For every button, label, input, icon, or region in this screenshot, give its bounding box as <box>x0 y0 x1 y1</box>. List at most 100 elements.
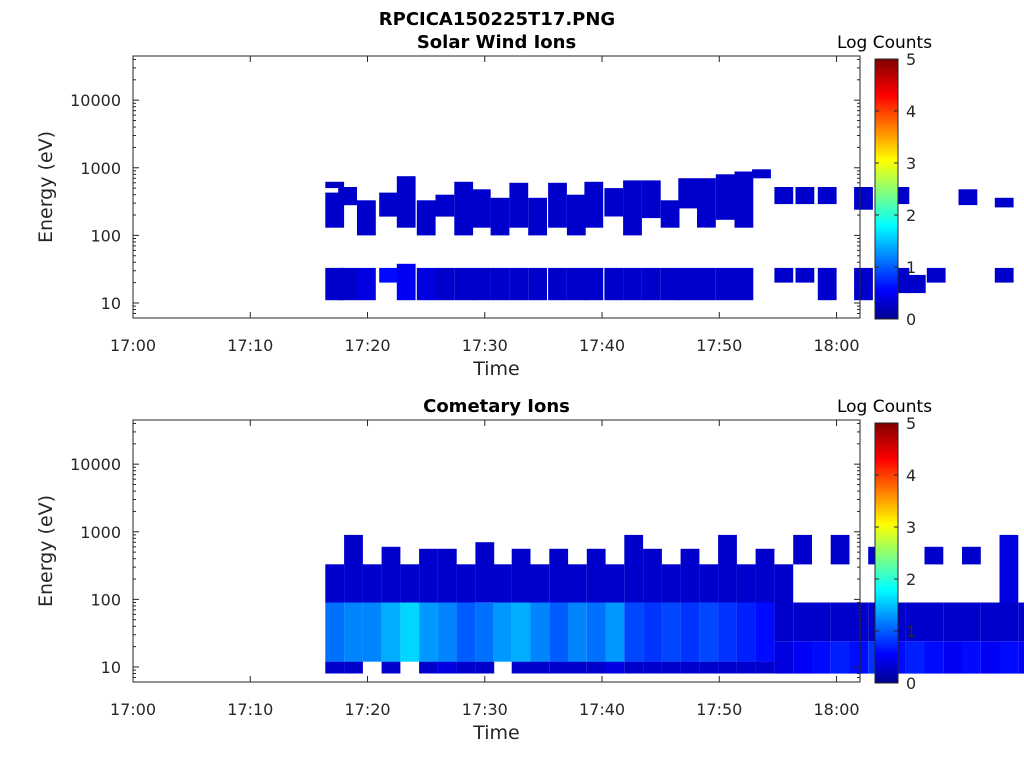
heatmap-cell <box>817 187 837 205</box>
heatmap-cell <box>511 661 531 674</box>
heatmap-cell <box>623 180 642 236</box>
heatmap-cell <box>755 602 775 662</box>
heatmap-cell <box>490 267 510 301</box>
heatmap-cell <box>811 602 831 642</box>
heatmap-cell <box>344 602 363 662</box>
heatmap-cell <box>471 267 491 301</box>
heatmap-cell <box>511 602 531 662</box>
heatmap-cell <box>999 641 1019 674</box>
heatmap-cell <box>549 548 569 603</box>
heatmap-cell <box>811 641 831 674</box>
heatmap-cell <box>943 641 963 674</box>
y-tick-label: 10000 <box>70 455 121 474</box>
heatmap-cell <box>854 267 873 301</box>
y-tick-label: 10000 <box>70 91 121 110</box>
y-tick-label: 1000 <box>80 523 121 542</box>
heatmap-cell <box>678 178 698 209</box>
heatmap-cell <box>699 602 719 662</box>
y-tick-label: 10 <box>101 658 121 677</box>
heatmap-cell <box>643 661 662 674</box>
heatmap-cell <box>604 267 624 301</box>
x-axis: 17:00 17:10 17:20 17:30 17:40 17:50 18:00 <box>110 420 860 719</box>
colorbar-label: Log Counts <box>837 397 932 417</box>
heatmap-cell <box>325 602 345 662</box>
x-axis-label: Time <box>472 358 520 380</box>
heatmap-cell <box>624 661 644 674</box>
heatmap-cell <box>643 548 662 603</box>
heatmap-cell <box>660 200 680 228</box>
colorbar-tick-label: 5 <box>906 414 916 433</box>
colorbar-tick-label: 5 <box>906 50 916 69</box>
heatmap-cell <box>962 546 981 565</box>
x-axis: 17:00 17:10 17:20 17:30 17:40 17:50 18:00 <box>110 56 860 355</box>
colorbar: Log Counts 0 1 2 3 4 5 <box>837 33 932 329</box>
heatmap-cell <box>718 602 737 662</box>
heatmap-cell <box>379 192 398 217</box>
heatmap-cell <box>641 180 661 219</box>
x-axis-label: Time <box>472 722 520 744</box>
heatmap-cell <box>736 602 756 662</box>
heatmap-cell <box>793 602 812 642</box>
heatmap-cell <box>456 602 476 662</box>
x-tick-label: 18:00 <box>813 336 859 355</box>
heatmap-cell <box>999 602 1019 642</box>
y-axis-label: Energy (eV) <box>35 131 57 243</box>
heatmap-cell <box>755 661 775 674</box>
heatmap-cell <box>586 548 606 603</box>
colorbar-tick-label: 4 <box>906 466 916 485</box>
heatmap-cell <box>793 534 812 565</box>
heatmap-cell <box>379 267 398 283</box>
heatmap-cell <box>962 641 981 674</box>
colorbar-gradient <box>874 58 899 320</box>
y-axis: 10 100 1000 10000 <box>70 422 860 683</box>
heatmap-cell <box>774 641 794 674</box>
heatmap-cell <box>715 267 735 301</box>
heatmap-cell <box>471 189 491 228</box>
heatmap-cell <box>381 602 401 662</box>
colorbar-tick-label: 1 <box>906 622 916 641</box>
heatmap-cell <box>530 564 550 603</box>
heatmap-cell <box>854 187 873 210</box>
heatmap-cell <box>1018 602 1024 642</box>
heatmap-cell <box>793 641 812 674</box>
heatmap-cell <box>454 181 474 236</box>
heatmap-cell <box>338 267 357 301</box>
heatmap-cell <box>568 564 587 603</box>
x-tick-label: 17:20 <box>344 336 390 355</box>
heatmap-cell <box>680 661 700 674</box>
heatmap-cell <box>926 267 946 283</box>
heatmap-cell <box>325 564 345 603</box>
heatmap-cell <box>752 169 771 179</box>
heatmap-cell <box>344 534 363 603</box>
panel-title: Solar Wind Ions <box>417 32 576 53</box>
heatmap-cell <box>548 267 567 301</box>
heatmap-cell <box>849 602 869 642</box>
heatmap-cell <box>493 602 512 662</box>
heatmap-cell <box>715 174 735 220</box>
heatmap-cell <box>493 564 512 603</box>
heatmap-cell <box>437 548 457 603</box>
heatmap-cell <box>549 602 569 662</box>
x-tick-label: 17:30 <box>462 336 508 355</box>
colorbar-gradient <box>874 422 899 684</box>
y-tick-label: 10 <box>101 294 121 313</box>
heatmap-cell <box>734 171 754 228</box>
colorbar-tick-label: 3 <box>906 518 916 537</box>
heatmap-cell <box>475 661 495 674</box>
colorbar: Log Counts 0 1 2 3 4 5 <box>837 397 932 693</box>
heatmap-cell <box>586 602 606 662</box>
heatmap-cell <box>549 661 569 674</box>
heatmap-cell <box>774 187 794 205</box>
x-tick-label: 17:10 <box>227 336 273 355</box>
heatmap-cell <box>943 602 963 642</box>
heatmap-cell <box>419 661 438 674</box>
heatmap-cell <box>643 602 662 662</box>
heatmap-cell <box>678 267 698 301</box>
heatmap-cell <box>623 267 642 301</box>
heatmap-cell <box>528 267 547 301</box>
heatmap-cell <box>419 548 438 603</box>
x-tick-label: 17:30 <box>462 700 508 719</box>
colorbar-tick-label: 0 <box>906 310 916 329</box>
